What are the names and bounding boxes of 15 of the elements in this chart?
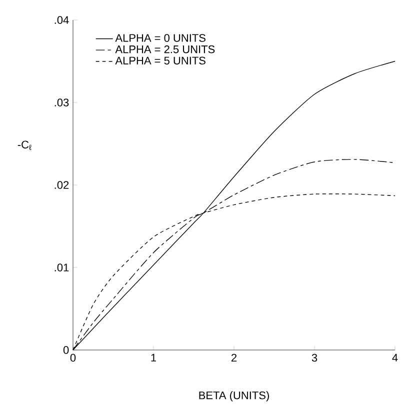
y-tick-label: .03 bbox=[54, 98, 69, 106]
x-tick-label: 2 bbox=[231, 354, 237, 362]
legend-label: ALPHA = 0 UNITS bbox=[115, 34, 206, 42]
legend-label: ALPHA = 5 UNITS bbox=[115, 56, 206, 65]
y-tick-label: .04 bbox=[54, 16, 69, 24]
x-tick-label: 0 bbox=[70, 354, 76, 362]
x-tick-label: 3 bbox=[312, 354, 318, 362]
y-axis-title: -C$_{ℓ}$ bbox=[18, 140, 32, 150]
y-tick-label: .02 bbox=[54, 181, 69, 189]
y-tick-label: 0 bbox=[63, 346, 69, 354]
x-tick-label: 1 bbox=[151, 354, 156, 362]
x-axis-title: BETA (UNITS) bbox=[199, 391, 269, 402]
legend-label: ALPHA = 2.5 UNITS bbox=[115, 45, 215, 54]
y-tick-label: .01 bbox=[54, 264, 69, 272]
x-tick-label: 4 bbox=[392, 354, 398, 362]
